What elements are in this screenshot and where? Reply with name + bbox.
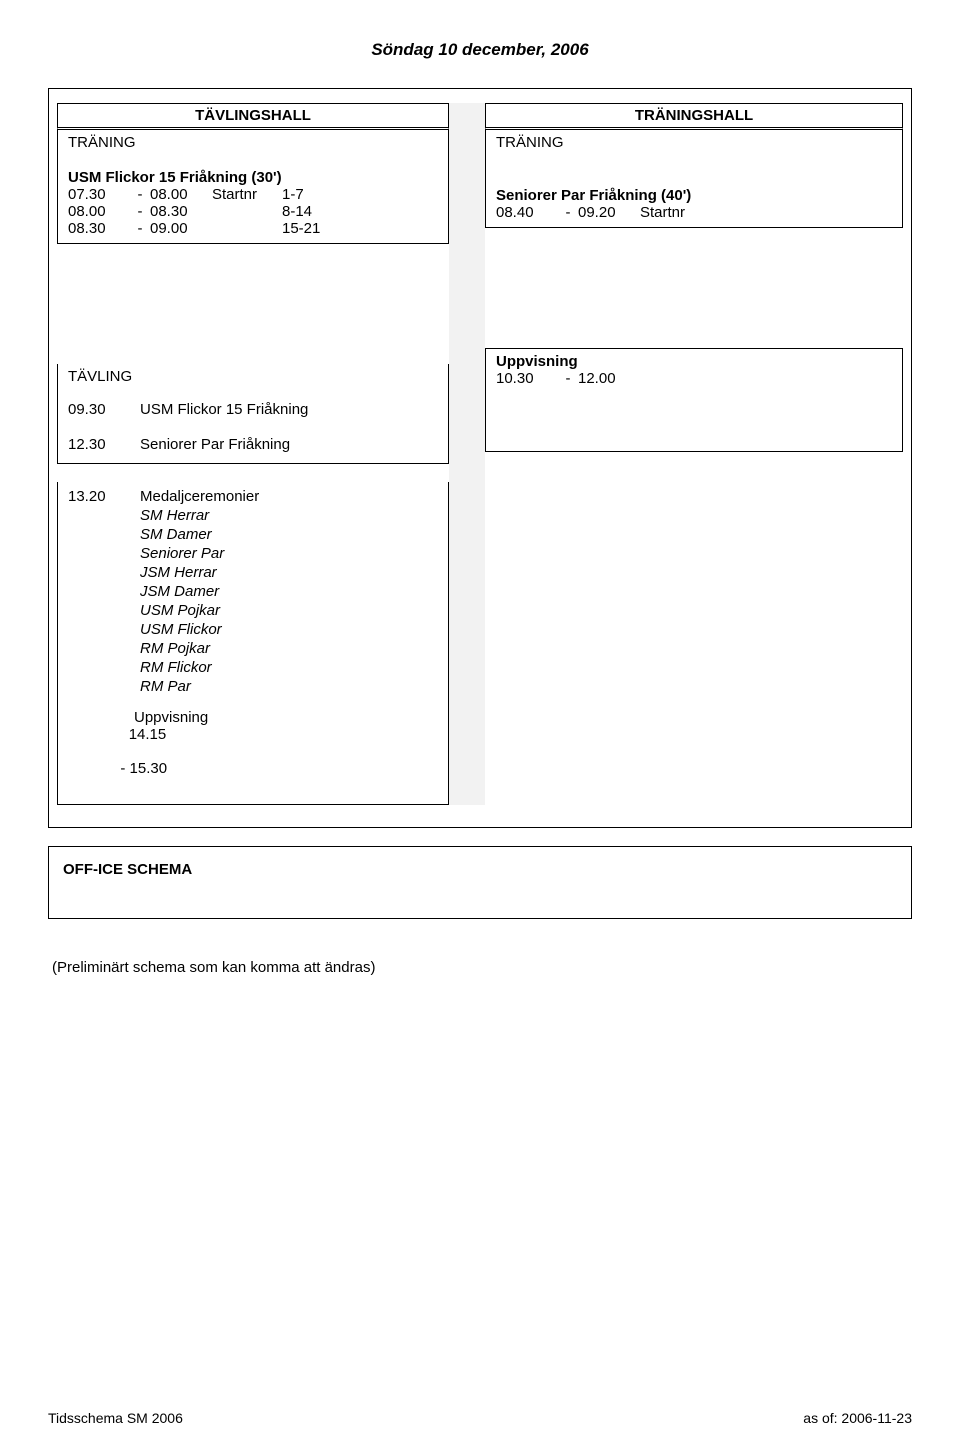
right-block1: TRÄNING Seniorer Par Friåkning (40') 08.… (485, 130, 903, 228)
schedule-outer-box: TÄVLINGSHALL TRÄNING USM Flickor 15 Friå… (48, 88, 912, 828)
table-row: 12.30 Seniorer Par Friåkning (68, 436, 438, 453)
list-item: JSM Herrar (68, 564, 438, 581)
table-row: 07.30 - 08.00 Startnr 1-7 (68, 186, 438, 203)
table-row: 14.15 - 15.30 Uppvisning (68, 709, 438, 794)
left-column: TÄVLINGSHALL TRÄNING USM Flickor 15 Friå… (57, 103, 449, 805)
left-block1: TRÄNING USM Flickor 15 Friåkning (30') 0… (57, 130, 449, 244)
left-header: TÄVLINGSHALL (57, 103, 449, 130)
list-item: USM Flickor (68, 621, 438, 638)
left-block1-title: TRÄNING (68, 134, 438, 151)
left-block1-subtitle: USM Flickor 15 Friåkning (30') (68, 169, 438, 186)
list-item: USM Pojkar (68, 602, 438, 619)
table-row: 13.20 Medaljceremonier (68, 488, 438, 505)
page-title: Söndag 10 december, 2006 (48, 40, 912, 60)
table-row: 10.30 - 12.00 (496, 370, 892, 387)
right-block1-subtitle: Seniorer Par Friåkning (40') (496, 187, 892, 204)
list-item: SM Damer (68, 526, 438, 543)
table-row: 08.00 - 08.30 8-14 (68, 203, 438, 220)
list-item: JSM Damer (68, 583, 438, 600)
footer-left: Tidsschema SM 2006 (48, 1410, 183, 1426)
footer-right: as of: 2006-11-23 (803, 1410, 912, 1426)
right-block2: Uppvisning 10.30 - 12.00 (485, 348, 903, 452)
left-block2-title: TÄVLING (68, 368, 438, 385)
table-row: 08.40 - 09.20 Startnr (496, 204, 892, 221)
left-block3: 13.20 Medaljceremonier SM Herrar SM Damer… (57, 482, 449, 805)
list-item: RM Pojkar (68, 640, 438, 657)
right-block2-title: Uppvisning (496, 353, 892, 370)
list-item: RM Par (68, 678, 438, 695)
table-row: 09.30 USM Flickor 15 Friåkning (68, 401, 438, 418)
preliminary-note: (Preliminärt schema som kan komma att än… (48, 959, 912, 976)
list-item: RM Flickor (68, 659, 438, 676)
table-row: 08.30 - 09.00 15-21 (68, 220, 438, 237)
right-column: TRÄNINGSHALL TRÄNING Seniorer Par Friåkn… (485, 103, 903, 805)
right-block1-title: TRÄNING (496, 134, 892, 151)
page-footer: Tidsschema SM 2006 as of: 2006-11-23 (48, 1410, 912, 1426)
list-item: Seniorer Par (68, 545, 438, 562)
list-item: SM Herrar (68, 507, 438, 524)
left-block2: TÄVLING 09.30 USM Flickor 15 Friåkning 1… (57, 364, 449, 464)
right-header: TRÄNINGSHALL (485, 103, 903, 130)
off-ice-box: OFF-ICE SCHEMA (48, 846, 912, 919)
column-gap (449, 103, 485, 805)
